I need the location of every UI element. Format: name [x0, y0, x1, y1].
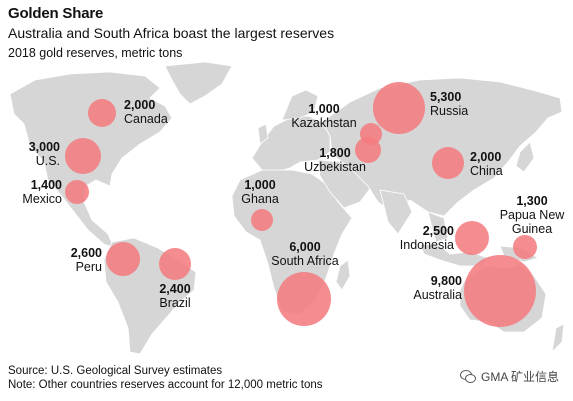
country-name: China: [470, 164, 503, 178]
country-name: Peru: [75, 260, 102, 274]
value: 2,400: [159, 282, 191, 296]
value: 5,300: [430, 90, 462, 104]
value: 3,000: [28, 140, 60, 154]
country-name: Canada: [124, 112, 168, 126]
label-mexico: 1,400 Mexico: [8, 178, 62, 206]
country-name: Ghana: [241, 192, 279, 206]
value: 1,800: [319, 146, 351, 160]
country-name: Uzbekistan: [304, 160, 366, 174]
country-name: Indonesia: [399, 238, 454, 252]
value: 1,000: [244, 178, 276, 192]
value: 1,400: [30, 178, 62, 192]
value: 2,600: [70, 246, 102, 260]
country-name: South Africa: [271, 254, 339, 268]
bubble-mexico: [65, 180, 89, 204]
chart-subtitle: Australia and South Africa boast the lar…: [8, 25, 335, 41]
label-south-africa: 6,000 South Africa: [262, 240, 348, 268]
value: 2,000: [124, 98, 156, 112]
country-name: Mexico: [22, 192, 62, 206]
label-ghana: 1,000 Ghana: [236, 178, 284, 206]
label-papua-new-guinea: 1,300 Papua New Guinea: [494, 194, 570, 236]
label-china: 2,000 China: [470, 150, 503, 178]
country-name: Kazakhstan: [291, 116, 357, 130]
value: 1,000: [308, 102, 340, 116]
land-scandinavia: [281, 89, 319, 121]
land-uk: [257, 123, 269, 145]
value: 1,300: [516, 194, 548, 208]
land-southeast-asia: [427, 211, 449, 243]
bubble-russia: [373, 82, 425, 134]
chart-units: 2018 gold reserves, metric tons: [8, 46, 183, 60]
watermark-text: GMA 矿业信息: [480, 370, 559, 384]
footnote: Note: Other countries reserves account f…: [8, 379, 323, 391]
bubble-peru: [106, 242, 140, 276]
bubble-indonesia: [455, 221, 489, 255]
label-australia: 9,800 Australia: [400, 274, 462, 302]
label-kazakhstan: 1,000 Kazakhstan: [286, 102, 362, 130]
map-svg: [9, 62, 565, 355]
chart-title: Golden Share: [8, 5, 104, 22]
wechat-icon: [459, 370, 476, 383]
label-peru: 2,600 Peru: [52, 246, 102, 274]
label-russia: 5,300 Russia: [430, 90, 468, 118]
land-india: [379, 189, 413, 235]
bubble-brazil: [159, 248, 191, 280]
land-japan: [515, 141, 535, 173]
country-name: Russia: [430, 104, 469, 118]
land-madagascar: [335, 259, 351, 291]
bubble-us: [65, 138, 101, 174]
bubble-south-africa: [277, 272, 331, 326]
bubble-uzbekistan: [355, 137, 381, 163]
label-canada: 2,000 Canada: [124, 98, 168, 126]
value: 2,500: [422, 224, 454, 238]
land-new-zealand: [551, 323, 565, 354]
label-uzbekistan: 1,800 Uzbekistan: [300, 146, 370, 174]
value: 6,000: [289, 240, 321, 254]
source-note: Source: U.S. Geological Survey estimates: [8, 365, 223, 377]
label-indonesia: 2,500 Indonesia: [392, 224, 454, 252]
land-greenland: [164, 62, 233, 105]
bubble-ghana: [251, 209, 273, 231]
country-name: U.S.: [35, 154, 60, 168]
watermark: GMA 矿业信息: [459, 368, 559, 385]
country-name: Brazil: [159, 296, 191, 310]
bubble-papua-new-guinea: [513, 235, 537, 259]
value: 2,000: [470, 150, 502, 164]
label-brazil: 2,400 Brazil: [150, 282, 200, 310]
label-us: 3,000 U.S.: [14, 140, 60, 168]
country-name: Papua New Guinea: [499, 208, 565, 236]
bubble-australia: [464, 255, 536, 327]
world-map: 2,000 Canada 3,000 U.S. 1,400 Mexico 2,6…: [0, 62, 573, 357]
bubble-china: [432, 147, 464, 179]
value: 9,800: [430, 274, 462, 288]
country-name: Australia: [413, 288, 462, 302]
bubble-canada: [88, 99, 116, 127]
